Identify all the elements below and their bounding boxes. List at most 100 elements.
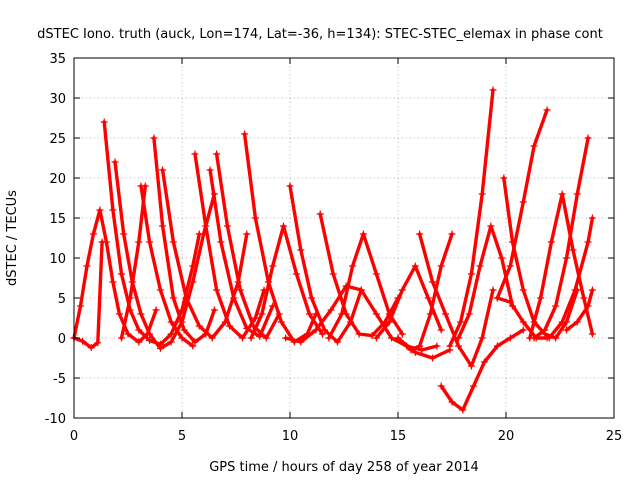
series-trace: [396, 336, 452, 360]
data-point: [178, 334, 186, 342]
data-series: [562, 286, 596, 334]
data-point: [454, 334, 462, 342]
series-trace: [532, 136, 590, 340]
data-point: [448, 398, 456, 406]
data-series: [137, 182, 197, 350]
data-point: [159, 222, 167, 230]
data-point: [292, 270, 300, 278]
data-point: [89, 230, 97, 238]
data-point: [558, 190, 566, 198]
data-point: [338, 310, 346, 318]
x-tick-label: 10: [282, 429, 299, 444]
data-point: [398, 330, 406, 338]
data-point: [470, 382, 478, 390]
data-point: [243, 230, 251, 238]
data-point: [269, 262, 277, 270]
y-tick-label: 15: [49, 212, 66, 227]
data-point: [498, 254, 506, 262]
data-point: [547, 238, 555, 246]
data-point: [282, 334, 290, 342]
data-point: [543, 106, 551, 114]
data-point: [280, 222, 288, 230]
data-point: [411, 348, 419, 356]
data-point: [580, 294, 588, 302]
data-point: [385, 318, 393, 326]
data-point: [137, 182, 145, 190]
data-series: [325, 230, 406, 342]
data-point: [135, 326, 143, 334]
data-point: [424, 294, 432, 302]
series-trace: [214, 152, 281, 340]
data-point: [552, 334, 560, 342]
series-trace: [439, 328, 525, 412]
data-point: [135, 338, 143, 346]
y-tick-label: -10: [45, 412, 66, 427]
x-tick-label: 25: [606, 429, 623, 444]
series-trace: [456, 224, 515, 340]
data-point: [79, 337, 87, 345]
data-series: [526, 190, 596, 342]
data-point: [388, 334, 396, 342]
data-point: [446, 342, 454, 350]
data-point: [329, 270, 337, 278]
data-point: [277, 318, 285, 326]
data-series: [437, 326, 527, 414]
data-point: [506, 262, 514, 270]
data-point: [372, 334, 380, 342]
data-point: [537, 294, 545, 302]
data-point: [247, 334, 255, 342]
data-point: [191, 150, 199, 158]
data-point: [262, 334, 270, 342]
data-point: [465, 310, 473, 318]
y-tick-label: -5: [53, 372, 66, 387]
data-series: [206, 166, 277, 340]
data-point: [372, 310, 380, 318]
data-point: [152, 306, 160, 314]
data-point: [146, 336, 154, 344]
data-point: [76, 302, 84, 310]
data-point: [206, 166, 214, 174]
data-point: [442, 310, 450, 318]
data-point: [213, 286, 221, 294]
data-point: [573, 318, 581, 326]
data-point: [96, 206, 104, 214]
data-point: [318, 330, 326, 338]
data-point: [308, 294, 316, 302]
y-tick-label: 25: [49, 132, 66, 147]
series-trace: [72, 208, 158, 344]
data-point: [236, 286, 244, 294]
data-point: [135, 238, 143, 246]
grid-layer: [74, 58, 614, 418]
data-point: [305, 310, 313, 318]
data-point: [230, 294, 238, 302]
data-point: [167, 330, 175, 338]
data-series: [394, 334, 454, 362]
plot-frame: [73, 57, 615, 419]
data-point: [159, 166, 167, 174]
data-point: [223, 222, 231, 230]
x-axis-label: GPS time / hours of day 258 of year 2014: [209, 460, 479, 475]
data-point: [448, 230, 456, 238]
data-point: [437, 326, 445, 334]
data-point: [321, 326, 329, 334]
data-point: [569, 246, 577, 254]
data-series: [282, 282, 441, 354]
data-point: [241, 130, 249, 138]
data-point: [156, 344, 164, 352]
data-point: [355, 330, 363, 338]
data-point: [429, 354, 437, 362]
data-point: [202, 222, 210, 230]
data-point: [191, 338, 199, 346]
data-point: [213, 150, 221, 158]
x-tick-label: 5: [178, 429, 186, 444]
series-trace: [119, 184, 147, 340]
data-series: [493, 106, 551, 302]
data-point: [588, 214, 596, 222]
data-series: [446, 86, 497, 350]
data-point: [100, 118, 108, 126]
data-point: [573, 190, 581, 198]
data-point: [111, 158, 119, 166]
y-axis-label: dSTEC / TECUs: [5, 190, 20, 286]
data-point: [189, 278, 197, 286]
